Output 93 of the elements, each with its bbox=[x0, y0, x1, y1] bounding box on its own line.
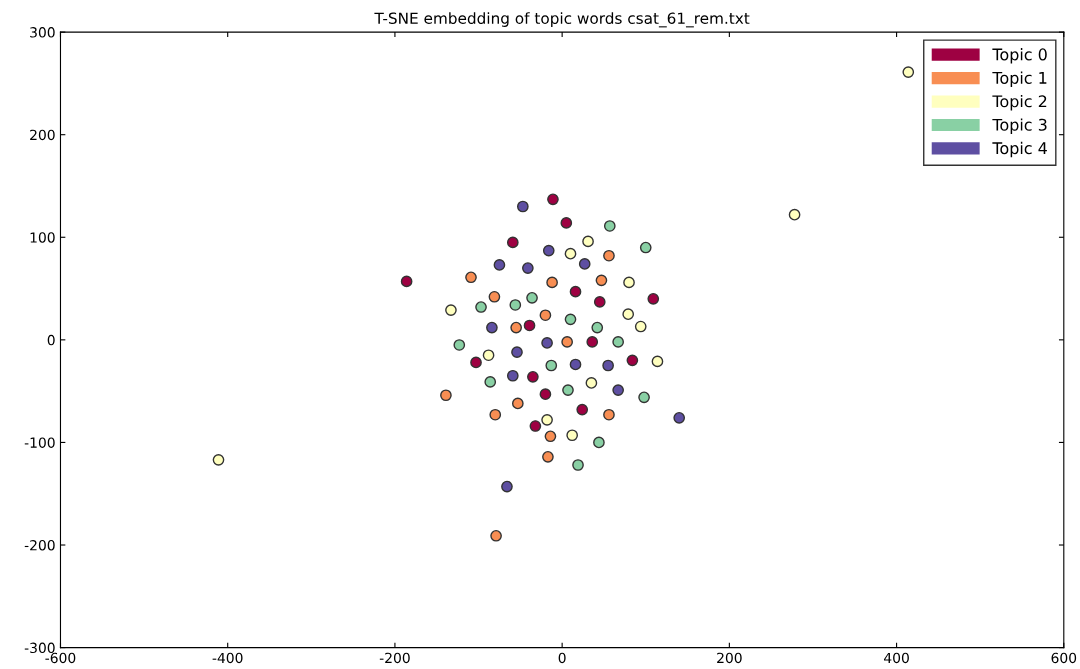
point bbox=[493, 259, 506, 271]
point bbox=[578, 258, 591, 270]
point bbox=[522, 262, 534, 274]
point bbox=[593, 436, 605, 449]
point bbox=[506, 369, 519, 382]
point bbox=[651, 355, 664, 368]
point bbox=[602, 359, 614, 372]
point bbox=[902, 66, 915, 78]
point bbox=[626, 354, 639, 367]
point bbox=[400, 275, 413, 288]
point bbox=[542, 244, 555, 257]
point bbox=[612, 336, 625, 348]
legend-label: Topic 2 bbox=[992, 94, 1047, 111]
point bbox=[510, 321, 522, 334]
y-tick-label: -200 bbox=[24, 539, 55, 551]
point bbox=[516, 200, 529, 213]
point bbox=[566, 429, 579, 442]
point bbox=[647, 292, 660, 305]
x-tick-label: -200 bbox=[379, 652, 410, 664]
point bbox=[603, 220, 616, 232]
point bbox=[593, 296, 606, 308]
point bbox=[490, 529, 502, 542]
point bbox=[639, 241, 652, 254]
point bbox=[547, 193, 559, 206]
point bbox=[788, 208, 801, 221]
point bbox=[623, 276, 635, 289]
point bbox=[539, 388, 552, 401]
point bbox=[506, 236, 519, 249]
y-tick-label: 200 bbox=[30, 129, 55, 141]
y-tick-label: 0 bbox=[47, 334, 55, 346]
legend-label: Topic 1 bbox=[992, 71, 1047, 87]
point bbox=[569, 285, 582, 298]
point bbox=[564, 313, 577, 326]
point bbox=[612, 384, 625, 396]
y-tick-label: 100 bbox=[30, 232, 55, 243]
point bbox=[638, 391, 650, 404]
point bbox=[539, 309, 552, 322]
point bbox=[673, 411, 686, 424]
x-tick-label: 0 bbox=[558, 652, 566, 664]
x-tick-label: 600 bbox=[1051, 652, 1077, 664]
legend-label: Topic 3 bbox=[992, 118, 1047, 134]
point bbox=[564, 247, 577, 260]
point bbox=[582, 235, 594, 248]
point bbox=[585, 377, 598, 389]
point bbox=[482, 349, 495, 362]
point bbox=[486, 321, 498, 334]
x-tick-label: -400 bbox=[212, 652, 243, 664]
point bbox=[541, 337, 553, 349]
point bbox=[484, 376, 497, 388]
y-tick-label: -100 bbox=[24, 437, 55, 448]
point bbox=[541, 414, 553, 426]
point bbox=[501, 480, 513, 493]
legend-label: Topic 0 bbox=[992, 48, 1047, 64]
point bbox=[545, 359, 558, 372]
point bbox=[489, 408, 502, 421]
point bbox=[511, 397, 524, 410]
x-tick-label: 400 bbox=[884, 652, 909, 664]
point bbox=[475, 301, 487, 313]
point bbox=[622, 308, 635, 321]
point bbox=[591, 321, 604, 334]
point bbox=[572, 459, 584, 471]
point bbox=[542, 450, 554, 463]
chart-title: T-SNE embedding of topic words csat_61_rem.txt bbox=[374, 12, 750, 28]
point bbox=[569, 358, 582, 371]
x-tick-label: -600 bbox=[45, 652, 76, 664]
point bbox=[465, 271, 477, 284]
point bbox=[562, 384, 574, 396]
point bbox=[576, 403, 589, 416]
point bbox=[603, 249, 615, 262]
point bbox=[544, 430, 557, 443]
point bbox=[561, 336, 574, 348]
x-tick-label: 200 bbox=[717, 652, 742, 664]
point bbox=[603, 408, 615, 421]
point bbox=[470, 356, 482, 369]
point bbox=[560, 217, 573, 229]
legend-label: Topic 4 bbox=[992, 141, 1047, 158]
point bbox=[546, 276, 558, 289]
point bbox=[526, 291, 538, 304]
point bbox=[523, 319, 536, 332]
point bbox=[509, 299, 522, 311]
point bbox=[586, 336, 599, 348]
point bbox=[440, 389, 452, 402]
point bbox=[529, 420, 542, 432]
point bbox=[453, 339, 466, 351]
point bbox=[445, 304, 457, 316]
point bbox=[595, 274, 608, 287]
point bbox=[634, 320, 647, 333]
point bbox=[527, 370, 539, 383]
point bbox=[212, 454, 225, 466]
y-tick-label: -300 bbox=[24, 642, 55, 654]
y-tick-label: 300 bbox=[30, 27, 55, 38]
point bbox=[488, 290, 501, 303]
point bbox=[511, 346, 523, 359]
